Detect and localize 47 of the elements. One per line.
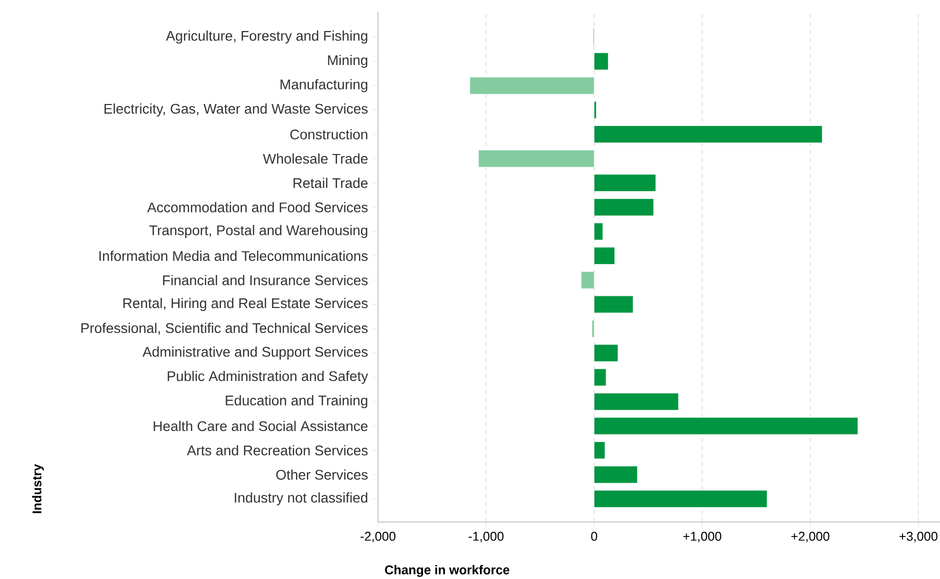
y-tick-label: Mining bbox=[328, 54, 368, 68]
bar bbox=[594, 52, 608, 70]
y-tick-label: Other Services bbox=[276, 469, 368, 480]
y-tick-label: Professional, Scientific and Technical Services bbox=[81, 322, 368, 335]
x-tick-label: -1,000 bbox=[468, 532, 504, 542]
bar bbox=[594, 296, 634, 314]
y-tick-label: Construction bbox=[290, 129, 368, 140]
bar bbox=[470, 76, 594, 94]
y-tick-label: Information Media and Telecommunications bbox=[99, 250, 368, 261]
bar bbox=[594, 344, 618, 362]
x-axis-title: Change in workforce bbox=[385, 565, 510, 577]
x-tick-label: 0 bbox=[591, 532, 598, 541]
bar bbox=[594, 490, 768, 508]
y-tick-label: Administrative and Support Services bbox=[142, 346, 368, 360]
x-tick-label: -2,000 bbox=[360, 532, 396, 542]
bar bbox=[594, 198, 654, 216]
bar bbox=[478, 150, 594, 168]
bar bbox=[594, 442, 606, 459]
bar bbox=[594, 392, 679, 410]
bar bbox=[580, 271, 594, 289]
y-tick-label: Accommodation and Food Services bbox=[147, 202, 368, 212]
bar bbox=[594, 101, 597, 119]
y-tick-label: Transport, Postal and Warehousing bbox=[149, 224, 368, 238]
y-tick-label: Agriculture, Forestry and Fishing bbox=[166, 30, 368, 44]
y-tick-label: Education and Training bbox=[226, 395, 368, 408]
y-tick-label: Manufacturing bbox=[280, 79, 368, 92]
y-tick-label: Industry not classified bbox=[234, 492, 368, 506]
y-tick-label: Health Care and Social Assistance bbox=[154, 420, 368, 432]
x-tick-label: +3,000 bbox=[899, 532, 938, 542]
y-tick-label: Wholesale Trade bbox=[262, 153, 368, 164]
y-tick-label: Rental, Hiring and Real Estate Services bbox=[123, 298, 368, 311]
bar bbox=[594, 222, 603, 240]
bar bbox=[592, 320, 594, 338]
bar bbox=[594, 466, 638, 484]
bar bbox=[594, 247, 615, 265]
y-tick-label: Electricity, Gas, Water and Waste Services bbox=[104, 103, 368, 116]
x-tick-label: +2,000 bbox=[791, 532, 830, 542]
y-tick-label: Financial and Insurance Services bbox=[163, 274, 368, 286]
y-tick-label: Public Administration and Safety bbox=[168, 370, 368, 384]
bar bbox=[594, 368, 606, 386]
y-axis-title: Industry bbox=[32, 464, 44, 514]
y-tick-label: Retail Trade bbox=[294, 178, 368, 188]
y-tick-label: Arts and Recreation Services bbox=[186, 445, 368, 456]
bar bbox=[594, 126, 822, 143]
x-tick-label: +1,000 bbox=[683, 532, 722, 542]
bar bbox=[594, 417, 858, 435]
bar bbox=[594, 174, 656, 192]
